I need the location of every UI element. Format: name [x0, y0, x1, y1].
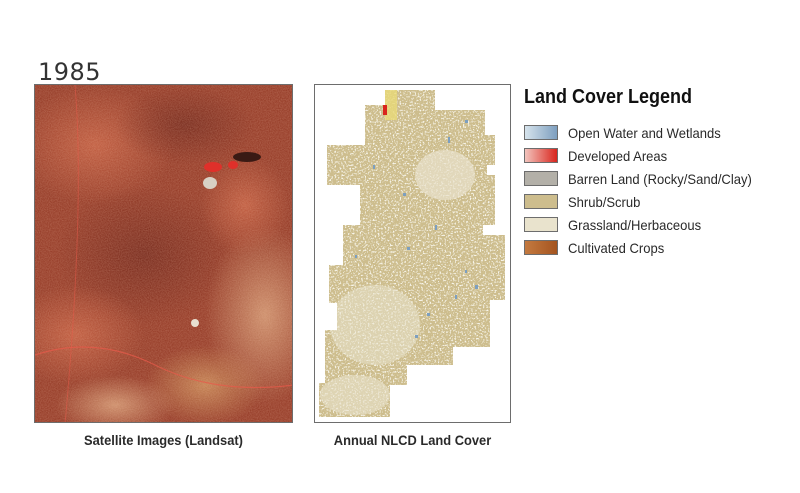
year-label: 1985	[38, 58, 102, 86]
satellite-caption: Satellite Images (Landsat)	[84, 432, 243, 448]
legend-label: Shrub/Scrub	[568, 193, 641, 210]
legend-swatch	[524, 194, 558, 209]
legend-item-open-water: Open Water and Wetlands	[524, 121, 794, 144]
satellite-image	[35, 85, 292, 422]
nlcd-land-cover-map	[319, 90, 505, 417]
legend-label: Developed Areas	[568, 147, 668, 164]
satellite-image-panel	[34, 84, 293, 423]
legend-swatch	[524, 148, 558, 163]
legend-swatch	[524, 240, 558, 255]
legend-title: Land Cover Legend	[524, 86, 693, 108]
legend-label: Barren Land (Rocky/Sand/Clay)	[568, 170, 752, 187]
nlcd-caption: Annual NLCD Land Cover	[333, 432, 492, 448]
legend-swatch	[524, 171, 558, 186]
legend-label: Cultivated Crops	[568, 239, 665, 256]
legend-item-barren: Barren Land (Rocky/Sand/Clay)	[524, 167, 794, 190]
legend-item-cultivated: Cultivated Crops	[524, 236, 794, 259]
legend-label: Grassland/Herbaceous	[568, 216, 702, 233]
legend-swatch	[524, 217, 558, 232]
land-cover-legend: Land Cover Legend Open Water and Wetland…	[524, 86, 794, 259]
nlcd-map-panel	[314, 84, 511, 423]
legend-label: Open Water and Wetlands	[568, 124, 721, 141]
legend-item-shrub: Shrub/Scrub	[524, 190, 794, 213]
legend-swatch	[524, 125, 558, 140]
legend-item-developed: Developed Areas	[524, 144, 794, 167]
legend-item-grassland: Grassland/Herbaceous	[524, 213, 794, 236]
